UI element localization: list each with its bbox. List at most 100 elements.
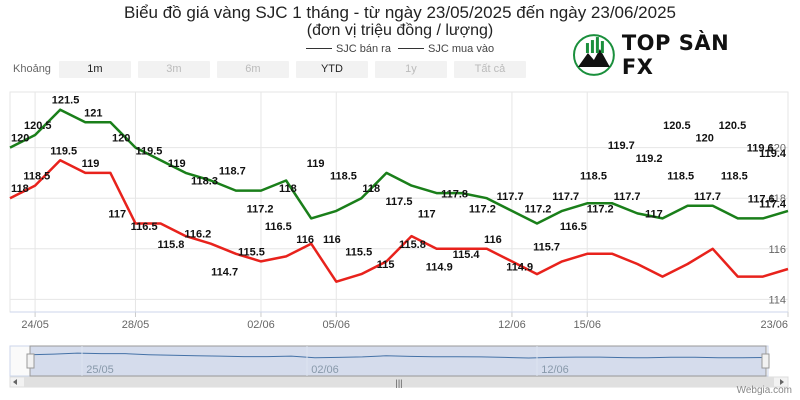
data-label: 121 — [84, 107, 102, 119]
data-label: 116.2 — [184, 229, 211, 241]
scrollbar-grip-icon: ||| — [395, 378, 402, 388]
legend-line-icon — [305, 48, 332, 49]
data-label: 120.5 — [24, 120, 52, 132]
y-tick-label: 118 — [768, 193, 786, 205]
x-tick-label: 28/05 — [122, 319, 150, 331]
data-label: 115.7 — [533, 241, 560, 253]
data-label: 114.9 — [426, 262, 453, 274]
range-button-all[interactable]: Tất cả — [453, 60, 526, 78]
data-label: 117 — [645, 208, 663, 220]
data-label: 117.7 — [694, 191, 721, 203]
data-label: 116.5 — [560, 221, 587, 233]
data-label: 119.6 — [747, 143, 774, 155]
data-label: 118.5 — [667, 171, 694, 183]
data-label: 118.5 — [330, 171, 357, 183]
data-label: 121.5 — [52, 95, 80, 107]
legend-line-icon — [398, 48, 425, 49]
series-line-ban-ra — [9, 108, 789, 225]
navigator-handle-right[interactable] — [761, 353, 770, 369]
mountain-chart-icon — [572, 34, 615, 76]
x-tick-label: 12/06 — [498, 319, 526, 331]
navigator-selection — [29, 345, 767, 377]
legend-label: SJC bán ra — [335, 42, 391, 55]
range-label: Khoảng — [13, 63, 51, 75]
legend-label: SJC mua vào — [428, 42, 495, 55]
logo-text: TOP SÀN FX — [621, 31, 730, 79]
navigator-date-label: 02/06 — [311, 364, 339, 376]
data-label: 119.7 — [608, 140, 635, 152]
data-label: 117.2 — [247, 203, 274, 215]
data-label: 117.8 — [441, 188, 468, 200]
navigator-series — [29, 352, 767, 359]
data-label: 115.8 — [158, 239, 185, 251]
data-label: 120.5 — [719, 120, 747, 132]
data-label: 118.7 — [219, 166, 246, 178]
data-label: 115.4 — [453, 249, 481, 261]
data-label: 117.2 — [587, 203, 614, 215]
data-label: 118.5 — [580, 171, 607, 183]
x-tick-label: 02/06 — [247, 319, 275, 331]
legend: SJC bán ra SJC mua vào — [0, 40, 800, 55]
range-button-1y[interactable]: 1y — [374, 60, 447, 78]
range-button-1m[interactable]: 1m — [58, 60, 131, 78]
data-label: 120.5 — [663, 120, 691, 132]
data-label: 119.5 — [135, 145, 162, 157]
data-label: 117.7 — [552, 191, 579, 203]
legend-item-ban-ra[interactable]: SJC bán ra — [305, 42, 391, 55]
x-tick-label: 15/06 — [573, 319, 601, 331]
data-label: 119 — [307, 158, 325, 170]
data-label: 120 — [695, 133, 713, 145]
data-label: 119 — [82, 158, 100, 170]
data-label: 116.5 — [131, 221, 158, 233]
navigator-handle-left[interactable] — [26, 353, 35, 369]
data-label: 119.2 — [636, 153, 663, 165]
data-label: 117.6 — [748, 193, 775, 205]
navigator-date-label: 12/06 — [541, 364, 569, 376]
data-label: 117.2 — [524, 203, 551, 215]
data-label: 119 — [168, 158, 186, 170]
scroll-left-arrow-icon[interactable] — [13, 379, 17, 385]
data-label: 117.7 — [497, 191, 524, 203]
scrollbar-thumb[interactable] — [24, 377, 774, 387]
chart-subtitle: (đơn vị triệu đồng / lượng) — [306, 22, 494, 39]
range-button-6m[interactable]: 6m — [216, 60, 289, 78]
data-label: 117.5 — [386, 196, 413, 208]
data-label: 116 — [484, 234, 502, 246]
data-label: 115.5 — [238, 246, 265, 258]
data-label: 115 — [377, 259, 395, 271]
data-label: 119.4 — [759, 148, 787, 160]
data-label: 114.7 — [211, 267, 238, 279]
data-label: 116.5 — [265, 221, 292, 233]
data-label: 117 — [108, 208, 126, 220]
data-label: 118 — [11, 183, 29, 195]
series-line-mua-vao — [9, 159, 789, 283]
data-label: 117.7 — [614, 191, 641, 203]
data-label: 115.5 — [345, 246, 372, 258]
y-tick-label: 116 — [768, 244, 786, 256]
data-label: 118.5 — [23, 171, 50, 183]
x-tick-label: 05/06 — [322, 319, 350, 331]
data-label: 116 — [296, 234, 314, 246]
x-tick-label: 24/05 — [21, 319, 49, 331]
navigator-date-label: 25/05 — [86, 364, 114, 376]
legend-item-mua-vao[interactable]: SJC mua vào — [398, 43, 494, 55]
data-label: 117.4 — [759, 198, 787, 210]
data-label: 117 — [418, 208, 436, 220]
range-button-ytd[interactable]: YTD — [295, 60, 368, 78]
range-button-3m[interactable]: 3m — [137, 60, 210, 78]
data-label: 118.3 — [191, 176, 218, 188]
data-label: 120 — [11, 133, 29, 145]
scroll-right-arrow-icon[interactable] — [780, 379, 784, 385]
y-tick-label: 120 — [768, 143, 786, 155]
data-label: 115.8 — [399, 239, 426, 251]
credit-label[interactable]: Webgia.com — [736, 385, 792, 396]
range-selector: Khoảng 1m 3m 6m YTD 1y Tất cả — [13, 60, 533, 78]
data-label: 117.2 — [469, 203, 496, 215]
topsanfx-logo: TOP SÀN FX — [572, 30, 768, 80]
data-label: 116 — [323, 234, 341, 246]
data-label: 114.9 — [506, 262, 533, 274]
data-label: 118 — [279, 183, 297, 195]
data-label: 119.5 — [50, 145, 77, 157]
data-label: 118.5 — [721, 171, 748, 183]
